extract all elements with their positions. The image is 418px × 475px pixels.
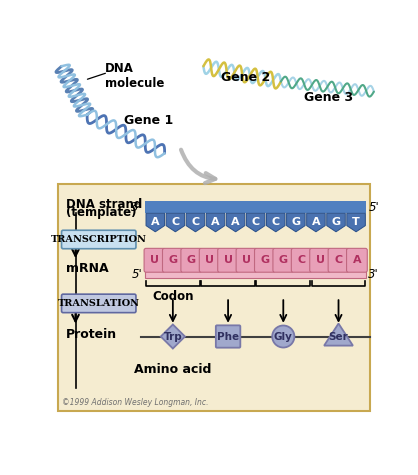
Text: A: A (211, 217, 220, 227)
Text: C: C (191, 217, 199, 227)
Text: Gene 2: Gene 2 (221, 71, 270, 84)
Text: T: T (352, 217, 360, 227)
Polygon shape (347, 213, 365, 232)
FancyBboxPatch shape (145, 201, 366, 213)
Text: mRNA: mRNA (66, 262, 109, 275)
Polygon shape (287, 213, 305, 232)
Text: DNA
molecule: DNA molecule (105, 62, 164, 90)
Polygon shape (307, 213, 325, 232)
FancyBboxPatch shape (216, 325, 240, 348)
Text: U: U (224, 255, 232, 265)
FancyBboxPatch shape (328, 248, 349, 272)
Polygon shape (146, 213, 165, 232)
Text: C: C (272, 217, 280, 227)
Text: G: G (331, 217, 341, 227)
Polygon shape (327, 213, 345, 232)
FancyBboxPatch shape (61, 230, 136, 249)
Text: Amino acid: Amino acid (134, 362, 212, 376)
Text: 3': 3' (131, 200, 142, 214)
FancyBboxPatch shape (163, 248, 183, 272)
Text: C: C (171, 217, 179, 227)
FancyBboxPatch shape (61, 294, 136, 313)
Text: U: U (150, 255, 159, 265)
FancyBboxPatch shape (291, 248, 312, 272)
Polygon shape (247, 213, 265, 232)
FancyBboxPatch shape (347, 248, 367, 272)
FancyBboxPatch shape (236, 248, 257, 272)
Polygon shape (324, 323, 353, 346)
Text: G: G (279, 255, 288, 265)
Text: 3': 3' (368, 267, 379, 281)
Text: Trp: Trp (163, 332, 182, 342)
FancyBboxPatch shape (273, 248, 294, 272)
Polygon shape (166, 213, 185, 232)
Text: Gly: Gly (274, 332, 293, 342)
FancyBboxPatch shape (145, 270, 366, 278)
Text: Protein: Protein (66, 328, 117, 341)
FancyBboxPatch shape (181, 248, 201, 272)
Text: A: A (353, 255, 361, 265)
Text: U: U (316, 255, 325, 265)
Text: C: C (298, 255, 306, 265)
FancyBboxPatch shape (255, 248, 275, 272)
Text: C: C (334, 255, 343, 265)
Circle shape (272, 325, 294, 348)
FancyArrowPatch shape (181, 150, 215, 183)
Text: Ser: Ser (329, 332, 348, 342)
Text: A: A (231, 217, 240, 227)
Polygon shape (267, 213, 285, 232)
Text: C: C (252, 217, 260, 227)
FancyBboxPatch shape (59, 184, 370, 411)
Polygon shape (226, 213, 245, 232)
Text: Codon: Codon (152, 290, 194, 303)
Text: G: G (168, 255, 177, 265)
Text: ©1999 Addison Wesley Longman, Inc.: ©1999 Addison Wesley Longman, Inc. (61, 399, 208, 408)
Text: Gene 3: Gene 3 (304, 91, 353, 104)
Text: A: A (151, 217, 160, 227)
Text: DNA strand: DNA strand (66, 198, 143, 210)
Polygon shape (186, 213, 205, 232)
Text: U: U (242, 255, 251, 265)
FancyBboxPatch shape (218, 248, 238, 272)
Text: A: A (311, 217, 320, 227)
Text: Phe: Phe (217, 332, 239, 342)
Text: 5': 5' (368, 200, 379, 214)
Text: TRANSCRIPTION: TRANSCRIPTION (51, 235, 147, 244)
Text: Gene 1: Gene 1 (124, 114, 173, 127)
Polygon shape (161, 324, 185, 349)
Polygon shape (206, 213, 225, 232)
Text: TRANSLATION: TRANSLATION (58, 299, 140, 308)
Text: (template): (template) (66, 206, 137, 219)
Text: 5': 5' (131, 267, 142, 281)
FancyBboxPatch shape (310, 248, 331, 272)
Text: G: G (291, 217, 301, 227)
FancyBboxPatch shape (144, 248, 165, 272)
FancyBboxPatch shape (199, 248, 220, 272)
Text: U: U (205, 255, 214, 265)
Text: G: G (260, 255, 270, 265)
Text: G: G (187, 255, 196, 265)
